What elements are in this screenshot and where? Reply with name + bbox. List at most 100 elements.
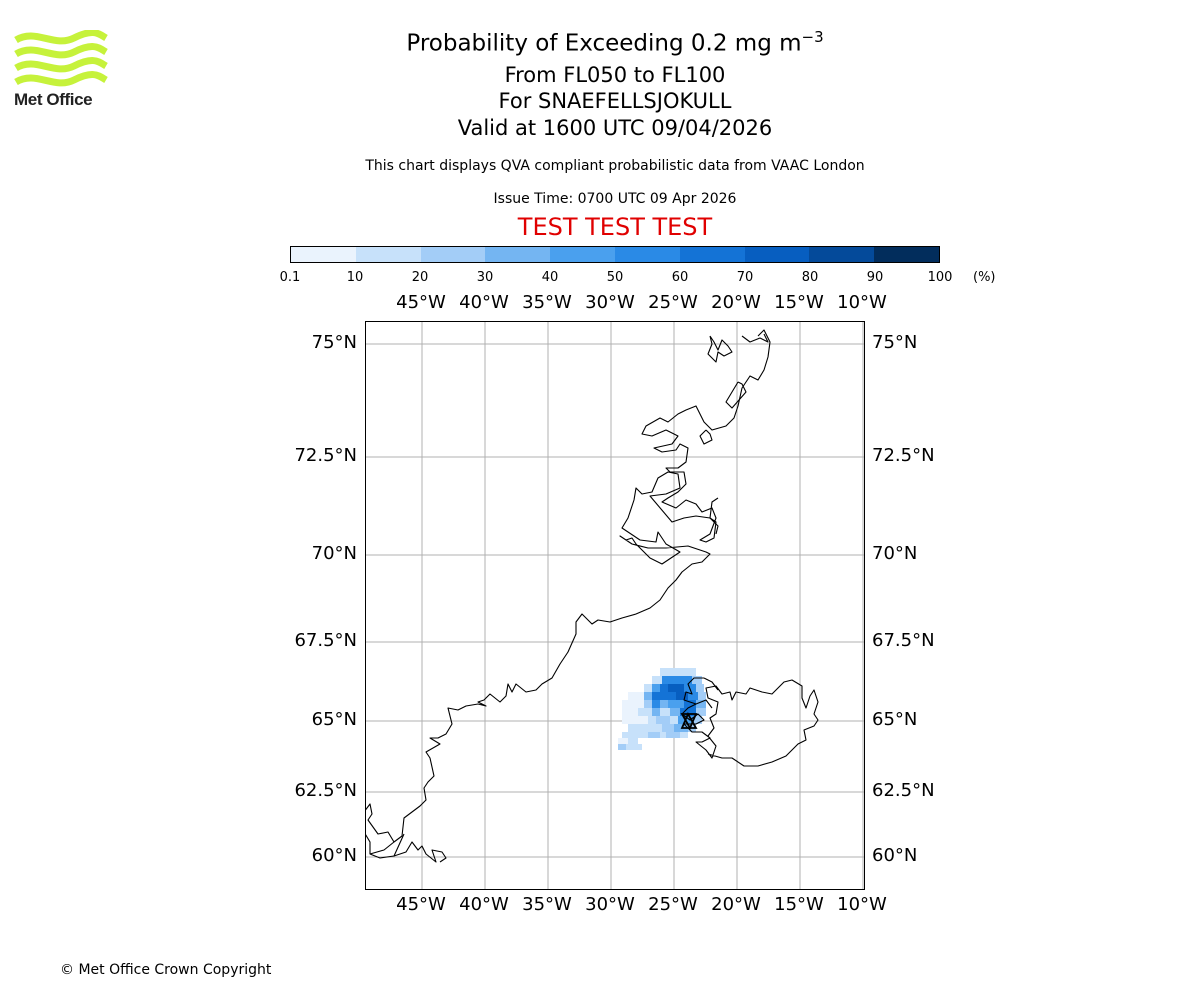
colorbar-segment xyxy=(291,247,356,262)
colorbar-segment xyxy=(614,247,680,262)
longitude-label-bottom: 20°W xyxy=(711,894,761,915)
longitude-label-bottom: 10°W xyxy=(837,894,887,915)
chart-title-main: Probability of Exceeding 0.2 mg m xyxy=(406,30,802,57)
colorbar-tick-label: 50 xyxy=(606,270,624,285)
plume-cell xyxy=(638,708,652,716)
latitude-label-left: 65°N xyxy=(311,709,357,730)
plume-cell xyxy=(674,724,688,732)
colorbar-unit: (%) xyxy=(973,270,996,285)
chart-description: This chart displays QVA compliant probab… xyxy=(365,158,865,174)
plume-cell xyxy=(680,708,696,716)
plume-cell xyxy=(644,692,652,700)
plume-cell xyxy=(662,676,692,684)
plume-cell xyxy=(666,732,680,738)
longitude-label-bottom: 40°W xyxy=(459,894,509,915)
issue-time: Issue Time: 0700 UTC 09 Apr 2026 xyxy=(493,191,737,207)
latitude-label-left: 70°N xyxy=(311,543,357,564)
colorbar-segment xyxy=(420,247,486,262)
latitude-label-left: 75°N xyxy=(311,332,357,353)
latitude-label-right: 67.5°N xyxy=(872,630,935,651)
colorbar-segment xyxy=(355,247,421,262)
plume-cell xyxy=(660,732,666,738)
latitude-label-right: 62.5°N xyxy=(872,780,935,801)
plume-cell xyxy=(696,708,706,716)
plume-cell xyxy=(622,716,648,724)
ash-probability-plume xyxy=(618,668,706,750)
plume-cell xyxy=(622,732,648,738)
plume-cell xyxy=(688,692,698,700)
longitude-label-bottom: 25°W xyxy=(648,894,698,915)
colorbar-segment xyxy=(874,247,939,262)
latitude-label-left: 62.5°N xyxy=(294,780,357,801)
longitude-label-bottom: 35°W xyxy=(522,894,572,915)
plume-cell xyxy=(696,700,706,708)
chart-title-superscript: −3 xyxy=(801,28,824,46)
probability-colorbar xyxy=(290,246,940,263)
plume-cell xyxy=(692,676,702,684)
colorbar-segment xyxy=(485,247,551,262)
colorbar-tick-label: 80 xyxy=(801,270,819,285)
plume-cell xyxy=(660,708,670,716)
colorbar-tick-label: 70 xyxy=(736,270,754,285)
plume-cell xyxy=(698,692,706,700)
longitude-label-top: 40°W xyxy=(459,292,509,313)
plume-cell xyxy=(668,700,684,708)
greenland-coastline xyxy=(366,329,771,855)
plume-cell xyxy=(660,684,668,692)
plume-cell xyxy=(696,684,704,692)
latitude-label-left: 72.5°N xyxy=(294,445,357,466)
plume-cell xyxy=(680,732,688,738)
colorbar-segment xyxy=(809,247,875,262)
map-panel xyxy=(365,321,865,890)
copyright-notice: © Met Office Crown Copyright xyxy=(60,962,272,978)
test-banner: TEST TEST TEST xyxy=(517,213,713,241)
plume-cell xyxy=(648,724,662,732)
plume-cell xyxy=(652,692,676,700)
plume-cell xyxy=(628,692,644,700)
plume-cell xyxy=(670,708,680,716)
plume-cell xyxy=(684,700,696,708)
plume-cell xyxy=(652,700,660,708)
longitude-label-top: 35°W xyxy=(522,292,572,313)
latitude-label-left: 60°N xyxy=(311,845,357,866)
longitude-label-top: 25°W xyxy=(648,292,698,313)
plume-cell xyxy=(660,668,696,676)
latitude-label-right: 60°N xyxy=(872,845,918,866)
valid-time: Valid at 1600 UTC 09/04/2026 xyxy=(457,116,773,140)
plume-cell xyxy=(662,724,674,732)
longitude-label-top: 30°W xyxy=(585,292,635,313)
longitude-label-bottom: 45°W xyxy=(396,894,446,915)
graticule xyxy=(366,322,864,889)
colorbar-tick-label: 20 xyxy=(411,270,429,285)
flight-level-range: From FL050 to FL100 xyxy=(504,63,726,87)
met-office-logo: Met Office xyxy=(14,29,109,112)
longitude-label-top: 20°W xyxy=(711,292,761,313)
latitude-label-right: 75°N xyxy=(872,332,918,353)
longitude-label-top: 10°W xyxy=(837,292,887,313)
map-canvas xyxy=(366,322,864,889)
met-office-waves-icon xyxy=(14,29,108,87)
plume-cell xyxy=(694,716,702,724)
coastline xyxy=(366,329,819,863)
chart-title: Probability of Exceeding 0.2 mg m−3 xyxy=(0,28,1200,57)
longitude-label-top: 45°W xyxy=(396,292,446,313)
plume-cell xyxy=(648,732,660,738)
colorbar-segment xyxy=(744,247,810,262)
colorbar-segment xyxy=(550,247,615,262)
latitude-label-right: 72.5°N xyxy=(872,445,935,466)
colorbar-tick-label: 30 xyxy=(476,270,494,285)
plume-cell xyxy=(652,708,660,716)
plume-cell xyxy=(628,724,648,732)
longitude-label-bottom: 15°W xyxy=(774,894,824,915)
plume-cell xyxy=(648,716,656,724)
plume-cell xyxy=(652,684,660,692)
plume-cell xyxy=(670,716,678,724)
longitude-label-bottom: 30°W xyxy=(585,894,635,915)
plume-cell xyxy=(668,684,684,692)
colorbar-tick-label: 40 xyxy=(541,270,559,285)
met-office-logo-text: Met Office xyxy=(14,90,93,109)
plume-cell xyxy=(622,708,638,716)
latitude-label-left: 67.5°N xyxy=(294,630,357,651)
plume-cell xyxy=(656,716,670,724)
colorbar-segment xyxy=(679,247,745,262)
